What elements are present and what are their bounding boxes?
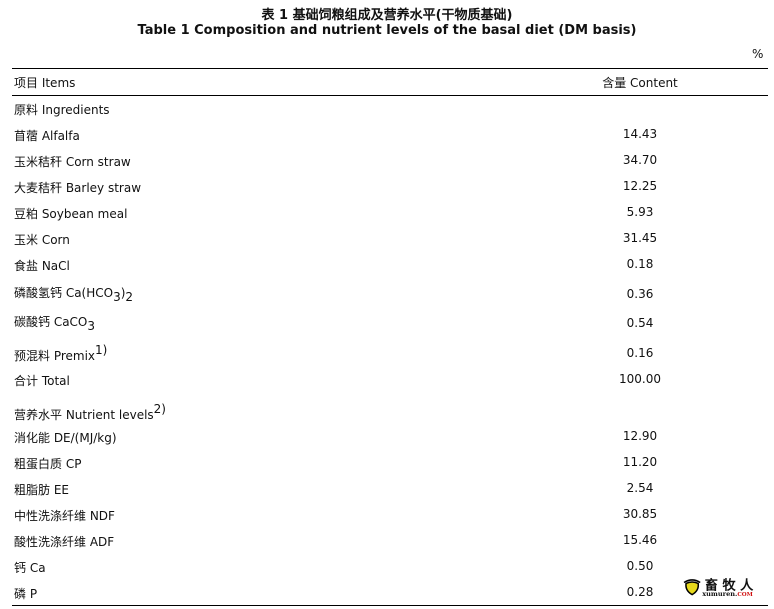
row-value: 12.90: [622, 429, 658, 443]
row-value: 5.93: [626, 205, 654, 219]
table-title-cn: 表 1 基础饲粮组成及营养水平(干物质基础): [261, 8, 513, 23]
label-label: 玉米 Corn: [14, 233, 70, 247]
header-items: 项目 Items: [14, 76, 76, 90]
row-label: 磷酸氢钙 Ca(HCO3)2: [14, 284, 133, 304]
label-label: 磷 P: [14, 587, 38, 601]
row-label: 磷 P: [14, 585, 37, 602]
row-label: 玉米 Corn: [14, 231, 70, 248]
label-label: 碳酸钙 CaCO: [14, 315, 88, 329]
label-label: 豆粕 Soybean meal: [14, 207, 128, 221]
row-value: 0.54: [626, 316, 654, 330]
label-label: 原料 Ingredients: [14, 103, 110, 117]
row-value: 0.36: [626, 287, 654, 301]
label-label: 钙 Ca: [14, 561, 46, 575]
row-label: 消化能 DE/(MJ/kg): [14, 429, 117, 446]
svg-text:畜 牧 人: 畜 牧 人: [705, 577, 754, 594]
watermark-logo: 畜 牧 人 xumuren.COM: [683, 577, 754, 598]
row-value: 0.50: [626, 559, 654, 573]
label-sub2: 2: [125, 290, 134, 304]
label-label: 苜蓿 Alfalfa: [14, 129, 80, 143]
row-label: 大麦秸秆 Barley straw: [14, 179, 141, 196]
row-label: 粗脂肪 EE: [14, 481, 69, 498]
row-label: 豆粕 Soybean meal: [14, 205, 127, 222]
row-value: 31.45: [622, 231, 658, 245]
label-label: 粗脂肪 EE: [14, 483, 69, 497]
row-label: 玉米秸秆 Corn straw: [14, 153, 131, 170]
top-rule: [12, 68, 768, 69]
row-value: 12.25: [622, 179, 658, 193]
label-label: 中性洗涤纤维 NDF: [14, 509, 115, 523]
table-title-en: Table 1 Composition and nutrient levels …: [137, 23, 637, 38]
header-content: 含量 Content: [602, 76, 678, 90]
row-value: 0.18: [626, 257, 654, 271]
row-value: 15.46: [622, 533, 658, 547]
row-label: 食盐 NaCl: [14, 257, 70, 274]
label-label: 玉米秸秆 Corn straw: [14, 155, 131, 169]
row-label: 粗蛋白质 CP: [14, 455, 81, 472]
label-label: 食盐 NaCl: [14, 259, 70, 273]
row-label: 酸性洗涤纤维 ADF: [14, 533, 114, 550]
label-sub: 3: [87, 319, 96, 333]
bottom-rule: [12, 605, 768, 606]
label-sup: 2): [153, 402, 166, 416]
svg-text:xumuren.COM: xumuren.COM: [702, 590, 752, 598]
row-label: 苜蓿 Alfalfa: [14, 127, 80, 144]
row-label: 钙 Ca: [14, 559, 46, 576]
row-value: 0.28: [626, 585, 654, 599]
label-label: 磷酸氢钙 Ca(HCO: [14, 286, 114, 300]
row-value: 14.43: [622, 127, 658, 141]
row-value: 11.20: [622, 455, 658, 469]
label-label: 营养水平 Nutrient levels: [14, 408, 154, 422]
unit-label: %: [752, 47, 764, 61]
row-label: 预混料 Premix1): [14, 343, 107, 364]
row-value: 2.54: [626, 481, 654, 495]
row-label: 营养水平 Nutrient levels2): [14, 402, 166, 423]
row-label: 碳酸钙 CaCO3: [14, 313, 95, 333]
row-label: 合计 Total: [14, 372, 70, 389]
row-label: 原料 Ingredients: [14, 101, 110, 118]
label-label: 合计 Total: [14, 374, 70, 388]
label-sup: 1): [95, 343, 108, 357]
label-label: 大麦秸秆 Barley straw: [14, 181, 142, 195]
row-label: 中性洗涤纤维 NDF: [14, 507, 115, 524]
label-label: 粗蛋白质 CP: [14, 457, 82, 471]
row-value: 0.16: [626, 346, 654, 360]
label-tail: ): [120, 286, 126, 300]
row-value: 34.70: [622, 153, 658, 167]
label-label: 消化能 DE/(MJ/kg): [14, 431, 117, 445]
label-sub: 3: [113, 290, 121, 304]
row-value: 30.85: [622, 507, 658, 521]
header-rule: [12, 95, 768, 96]
row-value: 100.00: [619, 372, 661, 386]
label-label: 预混料 Premix: [14, 349, 96, 363]
label-label: 酸性洗涤纤维 ADF: [14, 535, 115, 549]
